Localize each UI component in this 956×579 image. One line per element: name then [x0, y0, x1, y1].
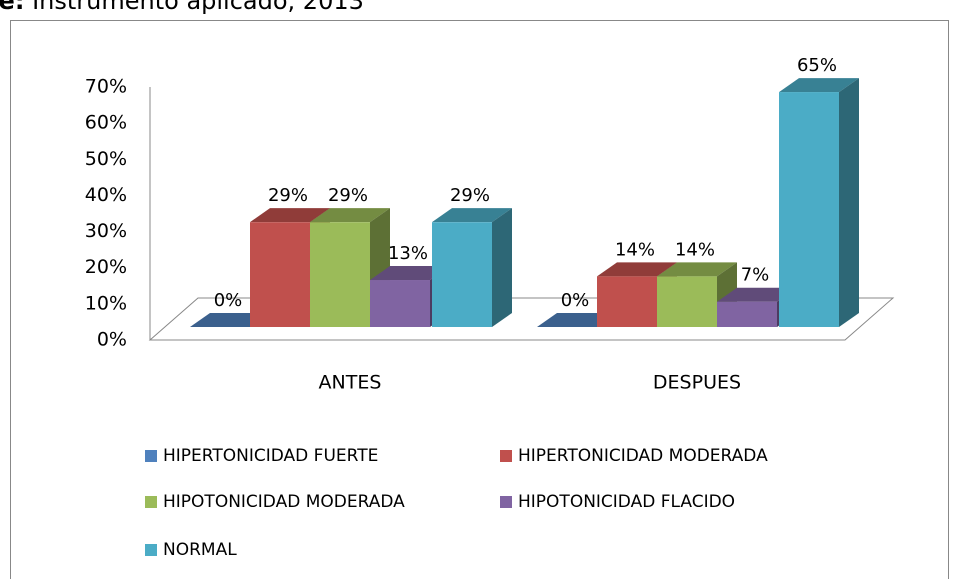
legend-swatch: [145, 450, 157, 462]
y-tick-label: 70%: [85, 76, 127, 98]
bar-top: [310, 208, 390, 223]
legend-label: HIPERTONICIDAD FUERTE: [163, 446, 378, 466]
bar-side: [839, 78, 859, 327]
source: nte: Instrumento aplicado, 2013: [0, 0, 364, 15]
value-label: 0%: [214, 290, 243, 311]
value-label: 29%: [328, 185, 368, 206]
bar: [250, 222, 310, 327]
y-tick-label: 0%: [97, 329, 127, 351]
x-tick-label: ANTES: [319, 372, 382, 394]
bar: [717, 301, 777, 327]
y-tick-label: 40%: [85, 184, 127, 206]
bar: [779, 92, 839, 327]
source-label: nte:: [0, 0, 24, 15]
bar: [597, 276, 657, 327]
y-tick-label: 60%: [85, 112, 127, 134]
value-label: 65%: [797, 55, 837, 76]
legend-label: HIPOTONICIDAD MODERADA: [163, 492, 405, 512]
value-label: 29%: [450, 185, 490, 206]
chart-frame: [10, 20, 949, 579]
bar: [432, 222, 492, 327]
x-tick-label: DESPUES: [653, 372, 741, 394]
value-label: 7%: [741, 265, 770, 286]
value-label: 14%: [675, 239, 715, 260]
bar: [370, 280, 430, 327]
value-label: 29%: [268, 185, 308, 206]
value-label: 13%: [388, 243, 428, 264]
y-tick-label: 10%: [85, 292, 127, 314]
bar-top: [432, 208, 512, 223]
bar-top: [717, 287, 797, 302]
y-tick-label: 30%: [85, 220, 127, 242]
floor: [148, 297, 895, 341]
legend-label: NORMAL: [163, 540, 237, 560]
bar: [310, 222, 370, 327]
value-label: 14%: [615, 239, 655, 260]
legend-swatch: [500, 496, 512, 508]
value-label: 0%: [561, 290, 590, 311]
source-text: Instrumento aplicado, 2013: [32, 0, 364, 15]
bar-top: [370, 266, 450, 281]
bar-top: [250, 208, 330, 223]
bar-top: [779, 78, 859, 93]
legend-label: HIPERTONICIDAD MODERADA: [518, 446, 768, 466]
y-tick-label: 20%: [85, 256, 127, 278]
legend-swatch: [500, 450, 512, 462]
legend-swatch: [145, 544, 157, 556]
legend-swatch: [145, 496, 157, 508]
y-tick-label: 50%: [85, 148, 127, 170]
legend-label: HIPOTONICIDAD FLACIDO: [518, 492, 735, 512]
bar-side: [492, 208, 512, 327]
bar-top: [657, 262, 737, 277]
bar: [657, 276, 717, 327]
bar-top: [597, 262, 677, 277]
